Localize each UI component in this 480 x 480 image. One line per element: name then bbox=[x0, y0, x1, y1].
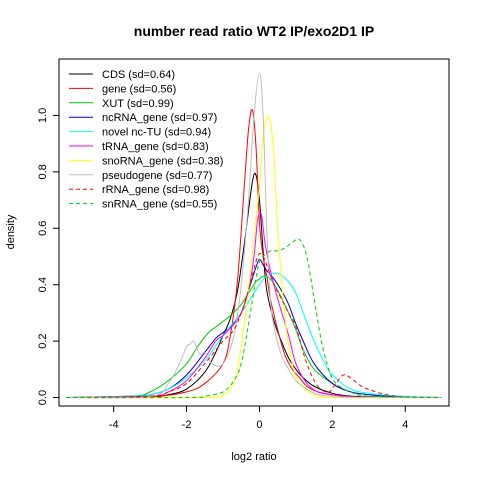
legend-label-8: rRNA_gene (sd=0.98) bbox=[102, 184, 209, 196]
y-tick-label: 0.6 bbox=[37, 221, 49, 236]
series-line-7 bbox=[66, 72, 442, 399]
series-line-3 bbox=[66, 258, 442, 399]
y-tick-label: 1.0 bbox=[37, 108, 49, 123]
x-axis-label: log2 ratio bbox=[231, 451, 276, 463]
y-axis: 0.0 0.2 0.4 0.6 0.8 1.0 bbox=[37, 108, 60, 405]
x-tick-label: 4 bbox=[402, 419, 408, 431]
chart-title: number read ratio WT2 IP/exo2D1 IP bbox=[134, 23, 374, 39]
y-tick-label: 0.2 bbox=[37, 333, 49, 348]
y-tick-label: 0.0 bbox=[37, 390, 49, 405]
legend-label-7: pseudogene (sd=0.77) bbox=[102, 170, 212, 182]
x-tick-label: -2 bbox=[182, 419, 192, 431]
x-axis: -4 -2 0 2 4 bbox=[109, 405, 408, 431]
legend-label-6: snoRNA_gene (sd=0.38) bbox=[102, 155, 223, 167]
x-tick-label: 2 bbox=[329, 419, 335, 431]
y-axis-label: density bbox=[5, 214, 17, 249]
series-line-0 bbox=[66, 172, 442, 399]
legend-label-0: CDS (sd=0.64) bbox=[102, 69, 175, 81]
legend-label-4: novel nc-TU (sd=0.94) bbox=[102, 127, 211, 139]
legend-label-1: gene (sd=0.56) bbox=[102, 83, 176, 95]
y-tick-label: 0.8 bbox=[37, 164, 49, 179]
legend-label-5: tRNA_gene (sd=0.83) bbox=[102, 141, 209, 153]
series-line-2 bbox=[66, 275, 442, 399]
x-tick-label: -4 bbox=[109, 419, 119, 431]
legend: CDS (sd=0.64) gene (sd=0.56) XUT (sd=0.99)… bbox=[69, 69, 223, 211]
legend-label-3: ncRNA_gene (sd=0.97) bbox=[102, 112, 217, 124]
legend-label-2: XUT (sd=0.99) bbox=[102, 98, 174, 110]
series-line-5 bbox=[66, 211, 442, 399]
legend-label-9: snRNA_gene (sd=0.55) bbox=[102, 199, 217, 211]
series-line-8 bbox=[66, 252, 442, 399]
series-curves bbox=[66, 72, 442, 399]
series-line-4 bbox=[66, 272, 442, 399]
y-tick-label: 0.4 bbox=[37, 277, 49, 292]
series-line-9 bbox=[66, 238, 442, 399]
x-tick-label: 0 bbox=[256, 419, 262, 431]
